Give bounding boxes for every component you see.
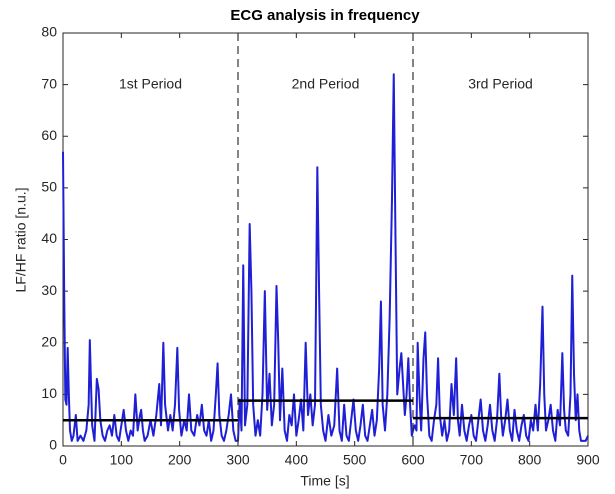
- x-tick-label: 700: [460, 452, 484, 468]
- annotation: 3rd Period: [468, 75, 533, 91]
- y-tick-label: 40: [41, 230, 57, 246]
- x-tick-label: 300: [226, 452, 250, 468]
- annotation: 1st Period: [119, 75, 182, 91]
- x-tick-label: 600: [401, 452, 425, 468]
- y-tick-label: 60: [41, 127, 57, 143]
- chart-title: ECG analysis in frequency: [230, 7, 420, 24]
- y-tick-label: 50: [41, 179, 57, 195]
- y-tick-label: 20: [41, 333, 57, 349]
- x-tick-label: 200: [168, 452, 192, 468]
- x-tick-label: 400: [285, 452, 309, 468]
- x-tick-label: 100: [110, 452, 134, 468]
- y-axis-label: LF/HF ratio [n.u.]: [13, 187, 29, 292]
- y-tick-label: 70: [41, 75, 57, 91]
- y-tick-label: 30: [41, 282, 57, 298]
- x-tick-label: 500: [343, 452, 367, 468]
- y-tick-label: 10: [41, 385, 57, 401]
- x-tick-label: 800: [518, 452, 542, 468]
- x-axis-label: Time [s]: [300, 473, 349, 489]
- annotation: 2nd Period: [292, 75, 360, 91]
- y-tick-label: 0: [49, 437, 57, 453]
- plot-frame: [62, 32, 589, 447]
- data-line: [62, 73, 589, 442]
- x-tick-label: 0: [59, 452, 67, 468]
- x-tick-label: 900: [576, 452, 600, 468]
- y-tick-label: 80: [41, 24, 57, 40]
